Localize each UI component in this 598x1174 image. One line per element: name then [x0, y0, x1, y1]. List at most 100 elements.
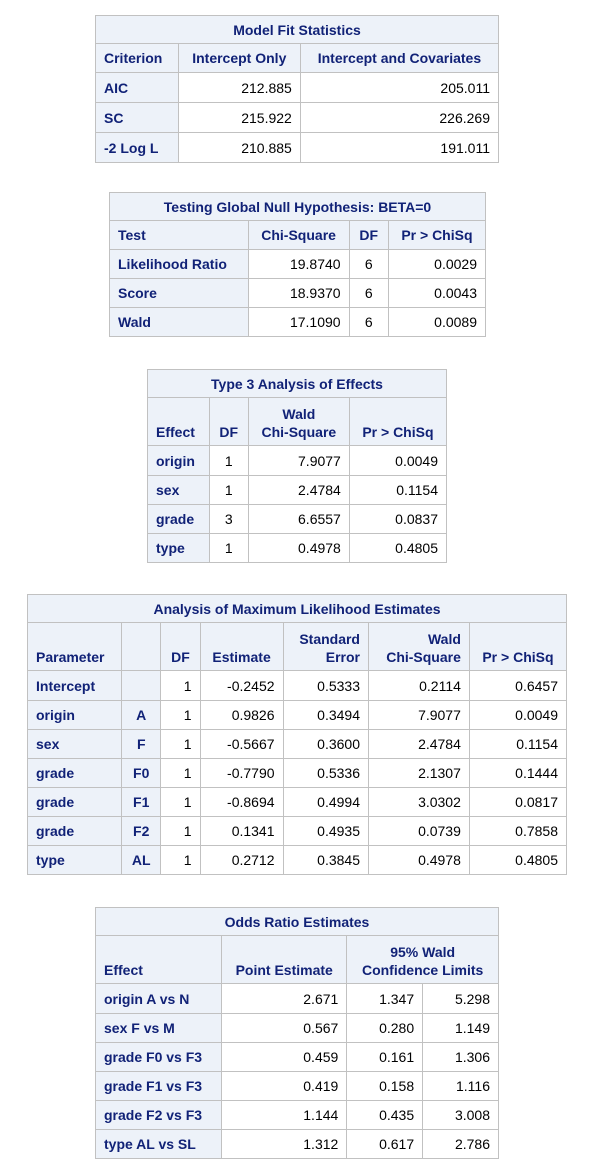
table-cell: 1.347 [346, 983, 424, 1014]
table-row: grade F2 vs F3 1.144 0.435 3.008 [94, 1100, 499, 1130]
table-cell: 0.459 [221, 1042, 348, 1072]
table-cell: 0.1444 [468, 758, 568, 788]
table-row: type AL 1 0.2712 0.3845 0.4978 0.4805 [26, 845, 568, 875]
table-cell: 0.7858 [468, 816, 568, 846]
table-cell: 0.1154 [348, 475, 448, 505]
column-header: Intercept and Covariates [299, 43, 500, 73]
table-cell: 3 [208, 504, 249, 534]
table-cell: 0.4994 [282, 787, 370, 817]
table-cell: 0.5336 [282, 758, 370, 788]
table-cell: 0.0089 [387, 307, 487, 337]
column-header [121, 622, 162, 671]
table-cell: 226.269 [299, 102, 500, 133]
row-header: F2 [121, 816, 162, 846]
table-cell: 0.419 [221, 1071, 348, 1101]
table-row: Likelihood Ratio 19.8740 6 0.0029 [109, 249, 487, 279]
column-header: Test [109, 220, 249, 250]
row-header: Intercept [26, 670, 123, 701]
type3-effects-table: Type 3 Analysis of Effects Effect DF Wal… [147, 369, 448, 563]
column-header-line: 95% Wald [390, 944, 456, 960]
table-row: Score 18.9370 6 0.0043 [109, 278, 487, 308]
row-header [121, 670, 162, 701]
table-cell: 1 [208, 445, 249, 476]
column-header-line: Chi-Square [261, 424, 337, 440]
row-header: Wald [109, 307, 249, 337]
table-cell: 0.0049 [468, 700, 568, 730]
row-header: sex F vs M [94, 1013, 223, 1043]
table-caption: Analysis of Maximum Likelihood Estimates [27, 594, 567, 623]
column-header: Pr > ChiSq [387, 220, 487, 250]
row-header: grade F2 vs F3 [94, 1100, 223, 1130]
table-cell: 6 [348, 278, 389, 308]
table-cell: 1 [160, 845, 201, 875]
table-row: grade F2 1 0.1341 0.4935 0.0739 0.7858 [26, 816, 568, 846]
table-cell: 1.306 [422, 1042, 499, 1072]
table-cell: 5.298 [422, 983, 499, 1014]
table-cell: 0.0739 [368, 816, 470, 846]
table-cell: -0.5667 [199, 729, 284, 759]
table-cell: 1 [208, 475, 249, 505]
table-cell: 2.1307 [368, 758, 470, 788]
row-header: grade [26, 758, 123, 788]
table-cell: 6.6557 [247, 504, 350, 534]
table-row: grade F0 1 -0.7790 0.5336 2.1307 0.1444 [26, 758, 568, 788]
table-row: grade F1 1 -0.8694 0.4994 3.0302 0.0817 [26, 787, 568, 817]
column-header: Wald Chi-Square [247, 397, 350, 446]
table-row: grade F0 vs F3 0.459 0.161 1.306 [94, 1042, 499, 1072]
table-cell: 3.0302 [368, 787, 470, 817]
table-cell: -0.2452 [199, 670, 284, 701]
table-cell: 17.1090 [247, 307, 350, 337]
table-cell: 210.885 [177, 132, 301, 163]
table-cell: 0.2712 [199, 845, 284, 875]
table-cell: 18.9370 [247, 278, 350, 308]
table-cell: 0.280 [346, 1013, 424, 1043]
column-header-line: Confidence Limits [361, 962, 484, 978]
model-fit-table: Model Fit Statistics Criterion Intercept… [95, 15, 500, 163]
column-header: Standard Error [282, 622, 370, 671]
row-header: grade F1 vs F3 [94, 1071, 223, 1101]
row-header: type AL vs SL [94, 1129, 223, 1159]
row-header: origin A vs N [94, 983, 223, 1014]
table-row: sex 1 2.4784 0.1154 [147, 475, 448, 505]
column-header-line: Error [325, 649, 360, 665]
table-cell: 0.3494 [282, 700, 370, 730]
table-cell: 1.312 [221, 1129, 348, 1159]
table-cell: 7.9077 [247, 445, 350, 476]
row-header: sex [147, 475, 210, 505]
table-cell: 0.4978 [368, 845, 470, 875]
table-cell: 0.617 [346, 1129, 424, 1159]
column-header: DF [160, 622, 201, 671]
mle-table: Analysis of Maximum Likelihood Estimates… [26, 594, 568, 875]
table-cell: 0.0049 [348, 445, 448, 476]
table-cell: 2.4784 [247, 475, 350, 505]
table-cell: 1 [160, 700, 201, 730]
table-row: AIC 212.885 205.011 [95, 72, 500, 103]
table-cell: 1.149 [422, 1013, 499, 1043]
column-header: DF [348, 220, 389, 250]
table-cell: 1 [160, 816, 201, 846]
table-row: grade F1 vs F3 0.419 0.158 1.116 [94, 1071, 499, 1101]
table-row: sex F vs M 0.567 0.280 1.149 [94, 1013, 499, 1043]
table-caption: Testing Global Null Hypothesis: BETA=0 [109, 192, 486, 221]
table-cell: 0.161 [346, 1042, 424, 1072]
table-cell: 2.671 [221, 983, 348, 1014]
column-header: Wald Chi-Square [368, 622, 470, 671]
table-cell: 0.3845 [282, 845, 370, 875]
table-cell: 0.4935 [282, 816, 370, 846]
table-cell: 6 [348, 249, 389, 279]
table-cell: 1 [160, 729, 201, 759]
table-row: grade 3 6.6557 0.0837 [147, 504, 448, 534]
row-header: grade F0 vs F3 [94, 1042, 223, 1072]
table-cell: 0.4805 [348, 533, 448, 563]
table-cell: 1.116 [422, 1071, 499, 1101]
table-cell: 0.0029 [387, 249, 487, 279]
table-cell: 1 [160, 758, 201, 788]
table-row: type AL vs SL 1.312 0.617 2.786 [94, 1129, 499, 1159]
table-row: Intercept 1 -0.2452 0.5333 0.2114 0.6457 [26, 670, 568, 701]
row-header: F0 [121, 758, 162, 788]
table-cell: 2.786 [422, 1129, 499, 1159]
table-cell: 2.4784 [368, 729, 470, 759]
row-header: type [26, 845, 123, 875]
table-caption: Model Fit Statistics [95, 15, 499, 44]
table-row: origin A vs N 2.671 1.347 5.298 [94, 983, 499, 1014]
